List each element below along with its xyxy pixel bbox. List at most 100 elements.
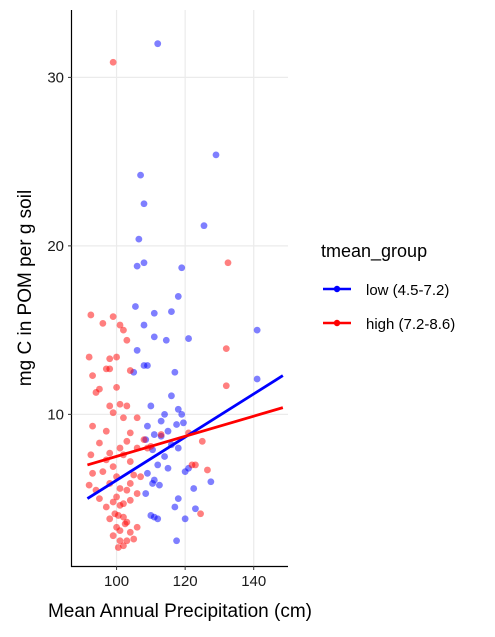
- data-point: [156, 481, 163, 489]
- data-point: [123, 486, 131, 494]
- data-point: [149, 480, 156, 487]
- legend-label-high: high (7.2-8.6): [366, 316, 455, 333]
- data-point: [130, 471, 138, 479]
- x-tick-label: 100: [104, 573, 129, 590]
- data-point: [171, 503, 179, 511]
- data-point: [147, 402, 155, 410]
- data-point: [116, 444, 124, 452]
- data-point: [106, 515, 114, 523]
- data-point: [113, 384, 120, 391]
- y-tick-label: 30: [47, 69, 64, 86]
- data-point: [123, 402, 131, 410]
- data-point: [89, 372, 96, 380]
- data-point: [106, 402, 114, 410]
- data-point: [164, 464, 172, 472]
- data-point: [173, 421, 180, 428]
- data-point: [109, 463, 117, 470]
- data-point: [109, 313, 117, 321]
- data-point: [106, 365, 114, 373]
- data-point: [198, 437, 206, 445]
- legend: tmean_group low (4.5-7.2) high (7.2-8.6): [321, 241, 455, 333]
- data-point: [99, 468, 107, 476]
- data-point: [85, 481, 93, 489]
- data-point: [140, 321, 148, 329]
- data-point: [133, 346, 141, 354]
- data-point: [204, 466, 211, 474]
- data-point: [253, 326, 261, 334]
- data-point: [133, 262, 141, 270]
- data-point: [106, 449, 114, 457]
- data-point: [137, 473, 144, 481]
- data-point: [106, 355, 114, 363]
- data-point: [126, 367, 134, 374]
- data-point: [116, 537, 124, 545]
- data-point: [164, 427, 172, 435]
- data-point: [181, 515, 189, 523]
- data-point: [126, 429, 134, 437]
- data-point: [185, 335, 192, 342]
- data-point: [140, 259, 148, 267]
- data-point: [161, 453, 168, 460]
- data-point: [92, 389, 100, 396]
- data-point: [116, 321, 124, 329]
- data-point: [154, 515, 162, 523]
- data-point: [174, 495, 182, 503]
- data-point: [102, 503, 110, 511]
- data-point: [126, 458, 134, 465]
- data-point: [123, 537, 131, 545]
- data-point: [120, 500, 127, 508]
- data-point: [121, 520, 129, 528]
- data-point: [116, 485, 124, 492]
- x-axis-title: Mean Annual Precipitation (cm): [48, 601, 312, 622]
- data-point: [150, 333, 158, 341]
- data-point: [190, 485, 198, 492]
- data-point: [133, 523, 141, 531]
- grid: [72, 10, 288, 566]
- data-point: [99, 319, 107, 327]
- data-point: [120, 326, 127, 334]
- data-point: [135, 235, 143, 243]
- data-point: [140, 436, 148, 444]
- data-point: [113, 353, 120, 361]
- data-point: [116, 400, 124, 408]
- data-point: [120, 513, 127, 521]
- data-point: [109, 58, 117, 66]
- data-point: [109, 532, 117, 540]
- data-point: [113, 493, 120, 501]
- data-point: [162, 336, 170, 344]
- data-point: [114, 512, 122, 519]
- data-point: [197, 510, 204, 518]
- data-point: [212, 151, 220, 159]
- data-point: [224, 259, 232, 267]
- legend-label-low: low (4.5-7.2): [366, 282, 449, 299]
- data-point: [109, 409, 117, 417]
- data-point: [102, 427, 110, 435]
- data-point: [178, 410, 186, 418]
- data-point: [168, 392, 175, 400]
- data-point: [168, 308, 175, 315]
- data-point: [174, 405, 182, 413]
- series-high-points: [85, 58, 232, 551]
- y-tick-label: 10: [47, 406, 64, 423]
- data-point: [142, 490, 150, 497]
- data-point: [144, 362, 151, 369]
- data-point: [130, 535, 138, 543]
- data-point: [123, 336, 131, 344]
- data-point: [126, 480, 134, 487]
- data-point: [150, 431, 158, 438]
- data-point: [120, 414, 127, 422]
- data-point: [123, 437, 131, 445]
- data-point: [132, 303, 139, 310]
- data-point: [157, 431, 165, 438]
- data-point: [161, 410, 168, 418]
- y-axis-title: mg C in POM per g soil: [15, 190, 36, 386]
- data-point: [150, 309, 158, 317]
- data-point: [120, 542, 127, 550]
- data-point: [114, 544, 122, 551]
- data-point: [253, 375, 261, 383]
- data-point: [154, 40, 162, 48]
- data-point: [157, 417, 165, 425]
- data-point: [89, 422, 96, 430]
- data-point: [174, 293, 182, 300]
